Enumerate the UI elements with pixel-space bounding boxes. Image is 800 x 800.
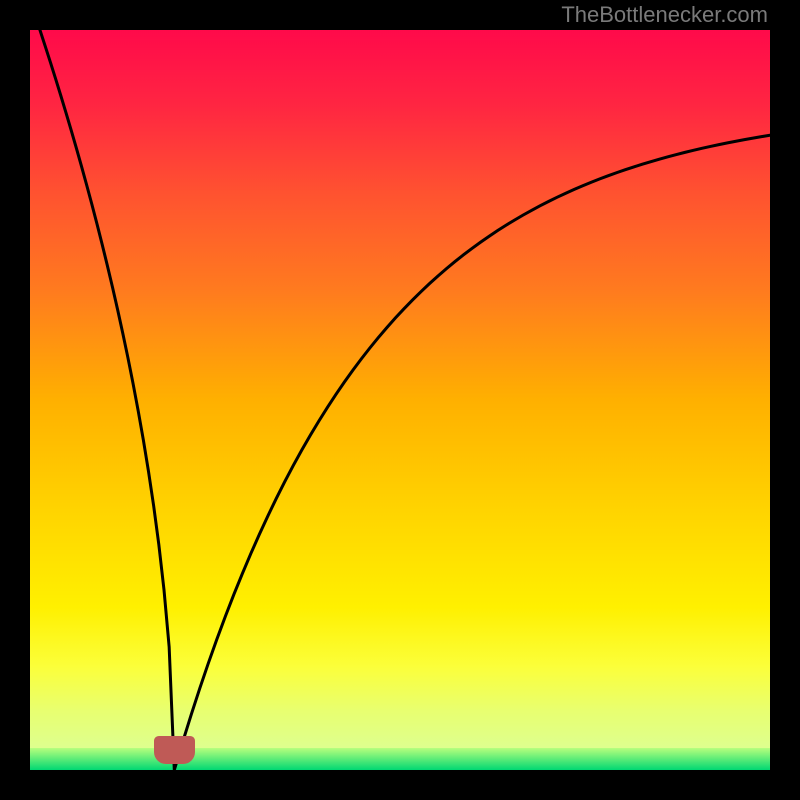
- curve-path: [30, 30, 770, 770]
- plot-area: [30, 30, 770, 770]
- bottleneck-curve: [30, 30, 770, 770]
- min-marker: [154, 736, 195, 764]
- chart-frame: TheBottlenecker.com: [0, 0, 800, 800]
- watermark-text: TheBottlenecker.com: [561, 2, 768, 28]
